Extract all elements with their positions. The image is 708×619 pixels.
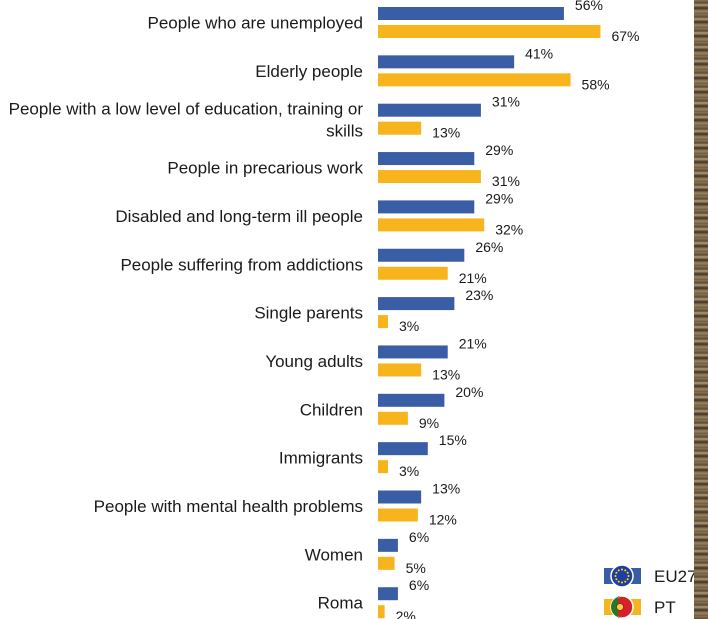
category-label: People with mental health problems — [94, 497, 363, 516]
value-label-pt: 3% — [399, 463, 419, 479]
bar-pt — [378, 460, 388, 474]
category-label: Young adults — [265, 352, 363, 371]
bar-pt — [378, 25, 601, 38]
bar-eu27 — [378, 587, 398, 601]
category-label-line: skills — [326, 122, 363, 141]
category-label: Women — [305, 545, 363, 564]
bar-eu27 — [378, 55, 515, 69]
bar-pt — [378, 170, 481, 184]
value-label-eu27: 15% — [439, 432, 467, 448]
bar-eu27 — [378, 297, 455, 311]
value-label-pt: 12% — [429, 512, 457, 528]
bar-pt — [378, 266, 448, 280]
value-label-eu27: 31% — [492, 94, 520, 110]
legend-label-eu27: EU27 — [654, 567, 697, 586]
side-photo-strip — [694, 0, 708, 619]
bar-pt — [378, 411, 408, 425]
category-label: People suffering from addictions — [120, 255, 363, 274]
bar-pt — [378, 508, 418, 522]
category-label: Immigrants — [279, 449, 363, 468]
category-label: People who are unemployed — [148, 14, 363, 33]
value-label-pt: 13% — [432, 366, 460, 382]
bar-eu27 — [378, 345, 448, 359]
category-label: Disabled and long-term ill people — [115, 207, 363, 226]
bars-layer — [378, 7, 601, 619]
category-label: People in precarious work — [167, 159, 363, 178]
value-label-pt: 9% — [419, 415, 439, 431]
bar-eu27 — [378, 248, 465, 262]
category-label: Roma — [318, 594, 364, 613]
portugal-flag-icon — [610, 595, 634, 619]
value-label-pt: 3% — [399, 318, 419, 334]
bar-pt — [378, 121, 422, 135]
bar-pt — [378, 315, 388, 329]
value-label-pt: 31% — [492, 173, 520, 189]
bar-eu27 — [378, 152, 475, 166]
value-label-eu27: 13% — [432, 481, 460, 497]
category-label: Single parents — [254, 304, 363, 323]
value-label-eu27: 29% — [485, 190, 513, 206]
value-label-pt: 21% — [459, 270, 487, 286]
value-label-eu27: 26% — [475, 239, 503, 255]
category-label-line: People with a low level of education, tr… — [9, 100, 364, 119]
category-label: Elderly people — [255, 62, 363, 81]
value-label-eu27: 29% — [485, 142, 513, 158]
value-label-pt: 13% — [432, 125, 460, 141]
value-label-pt: 58% — [582, 76, 610, 92]
bar-eu27 — [378, 200, 475, 214]
bar-pt — [378, 363, 422, 377]
bar-eu27 — [378, 490, 422, 504]
labels-layer: People who are unemployed 56% 67% Elderly p… — [9, 0, 640, 619]
category-label: Children — [300, 400, 363, 419]
value-label-pt: 2% — [396, 608, 416, 619]
value-label-eu27: 41% — [525, 45, 553, 61]
value-label-eu27: 23% — [465, 287, 493, 303]
value-label-eu27: 6% — [409, 577, 429, 593]
value-label-eu27: 21% — [459, 335, 487, 351]
bar-eu27 — [378, 538, 398, 552]
value-label-eu27: 6% — [409, 529, 429, 545]
value-label-pt: 32% — [495, 221, 523, 237]
bar-eu27 — [378, 393, 445, 407]
bar-eu27 — [378, 442, 428, 456]
value-label-eu27: 20% — [455, 384, 483, 400]
bar-pt — [378, 73, 571, 87]
value-label-pt: 67% — [611, 28, 639, 44]
bar-eu27 — [378, 7, 564, 20]
eu-flag-icon — [610, 564, 634, 588]
bar-pt — [378, 218, 485, 232]
bar-pt — [378, 556, 395, 570]
legend: EU27 PT — [604, 564, 697, 619]
bar-eu27 — [378, 103, 481, 117]
bar-pt — [378, 605, 385, 619]
value-label-pt: 5% — [406, 560, 426, 576]
legend-label-pt: PT — [654, 598, 676, 617]
value-label-eu27: 56% — [575, 0, 603, 13]
